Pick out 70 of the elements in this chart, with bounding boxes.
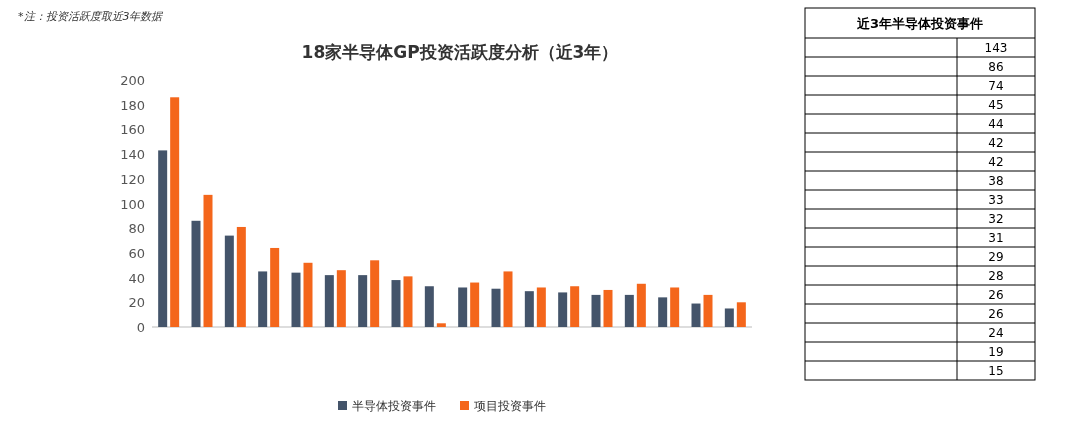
bar	[391, 280, 401, 327]
bar	[724, 308, 734, 327]
data-label: 19	[988, 345, 1004, 359]
data-label: 143	[984, 41, 1008, 55]
bar	[303, 262, 313, 327]
y-tick-label: 100	[120, 196, 145, 212]
data-label: 32	[988, 212, 1004, 226]
y-tick-label: 180	[120, 97, 145, 113]
bar	[624, 294, 634, 327]
bar	[424, 286, 434, 327]
bar	[436, 323, 446, 327]
y-tick-label: 200	[120, 73, 145, 88]
bar	[270, 247, 280, 327]
bar	[191, 220, 201, 327]
data-label: 86	[988, 60, 1004, 74]
bar	[358, 275, 368, 327]
bar	[570, 286, 580, 327]
data-label: 28	[988, 269, 1004, 283]
y-tick-label: 60	[128, 245, 145, 261]
data-label: 44	[988, 117, 1004, 131]
bar	[503, 271, 513, 327]
bar	[336, 270, 346, 327]
data-label: 45	[988, 98, 1004, 112]
data-label: 42	[988, 155, 1004, 169]
bar	[203, 194, 213, 327]
y-tick-label: 20	[128, 295, 145, 311]
bar	[736, 302, 746, 327]
bar	[536, 287, 546, 327]
chart-title: 18家半导体GP投资活跃度分析（近3年）	[301, 42, 619, 62]
data-label: 31	[988, 231, 1004, 245]
bar	[524, 291, 534, 327]
y-tick-label: 160	[120, 122, 145, 138]
bar	[703, 294, 713, 327]
data-label: 29	[988, 250, 1004, 264]
bar	[458, 287, 468, 327]
bar	[591, 294, 601, 327]
data-label: 26	[988, 307, 1004, 321]
bar	[258, 271, 268, 327]
data-label: 15	[988, 364, 1004, 378]
bar	[370, 260, 380, 327]
bar	[691, 303, 701, 327]
data-label: 26	[988, 288, 1004, 302]
text: 近3年半导体投资事件	[855, 16, 984, 31]
y-tick-label: 80	[128, 221, 145, 237]
data-label: 24	[988, 326, 1004, 340]
legend-label: 半导体投资事件	[352, 399, 436, 413]
y-tick-label: 40	[128, 270, 145, 286]
bar	[558, 292, 568, 327]
y-tick-label: 0	[136, 320, 145, 335]
bar	[170, 97, 180, 327]
legend-label: 项目投资事件	[474, 399, 546, 413]
bar	[158, 150, 168, 327]
bar	[470, 282, 480, 327]
bar	[491, 288, 501, 327]
text: *注：投资活跃度取近3年数据	[18, 10, 165, 23]
bar	[236, 226, 246, 327]
bar	[403, 276, 413, 327]
bar	[670, 287, 680, 327]
bar	[636, 283, 646, 327]
data-label: 74	[988, 79, 1004, 93]
bar	[324, 275, 334, 327]
bar	[291, 272, 301, 327]
bar	[658, 297, 668, 327]
data-label: 33	[988, 193, 1004, 207]
y-tick-label: 120	[120, 171, 145, 187]
data-label: 38	[988, 174, 1004, 188]
bar	[603, 289, 613, 327]
data-label: 42	[988, 136, 1004, 150]
y-tick-label: 140	[120, 147, 145, 163]
bar	[224, 235, 234, 327]
